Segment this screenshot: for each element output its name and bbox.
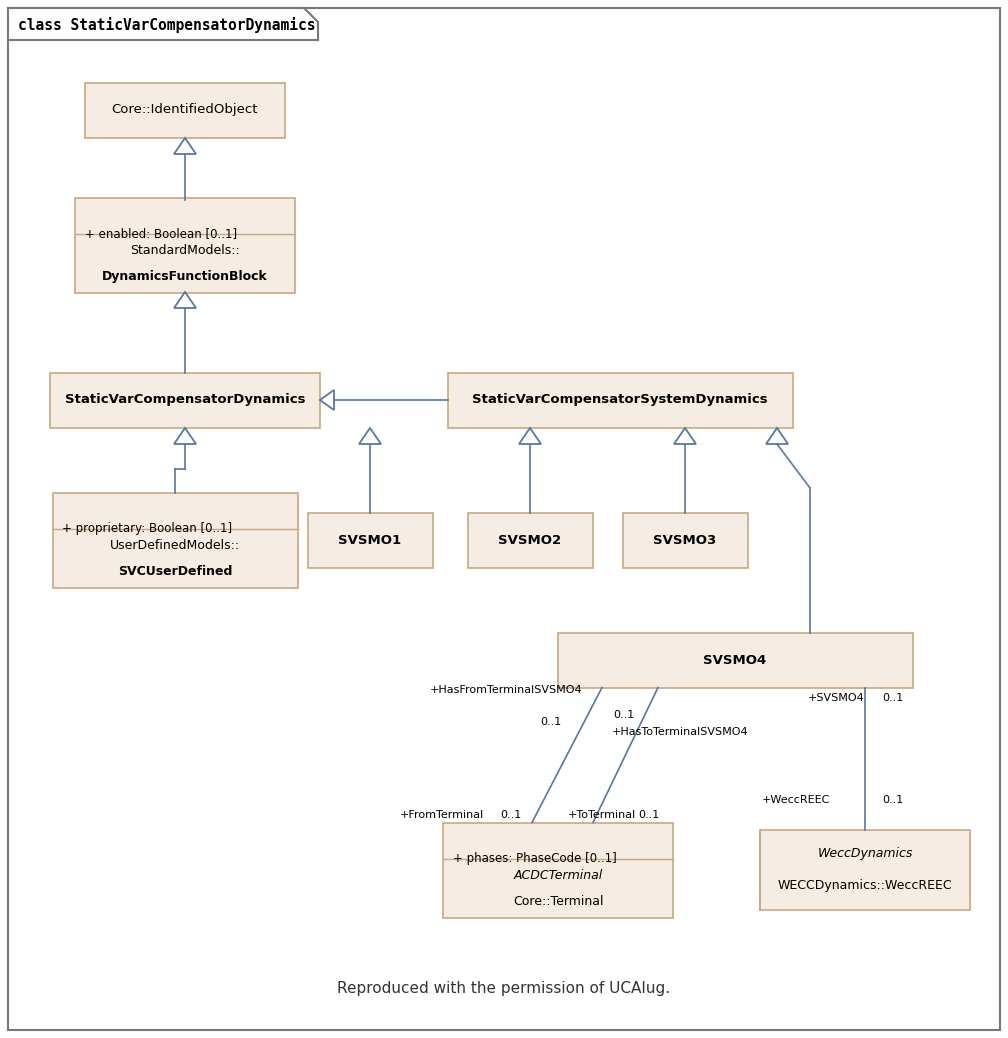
Text: DynamicsFunctionBlock: DynamicsFunctionBlock (102, 270, 268, 282)
Text: +SVSMO4: +SVSMO4 (808, 693, 865, 703)
FancyBboxPatch shape (443, 822, 673, 918)
Text: 0..1: 0..1 (882, 693, 903, 703)
FancyBboxPatch shape (760, 830, 970, 910)
Text: SVSMO4: SVSMO4 (704, 654, 767, 666)
FancyBboxPatch shape (623, 513, 748, 568)
FancyBboxPatch shape (468, 513, 593, 568)
Text: StandardModels::: StandardModels:: (130, 244, 240, 256)
Text: + proprietary: Boolean [0..1]: + proprietary: Boolean [0..1] (62, 522, 233, 536)
Text: + phases: PhaseCode [0..1]: + phases: PhaseCode [0..1] (453, 852, 617, 865)
Text: + enabled: Boolean [0..1]: + enabled: Boolean [0..1] (85, 227, 237, 240)
Text: +HasFromTerminalSVSMO4: +HasFromTerminalSVSMO4 (430, 685, 583, 695)
Text: 0..1: 0..1 (540, 717, 561, 727)
Text: Core::Terminal: Core::Terminal (513, 895, 603, 907)
FancyBboxPatch shape (50, 373, 320, 428)
Text: SVSMO3: SVSMO3 (653, 534, 717, 546)
Text: Core::IdentifiedObject: Core::IdentifiedObject (112, 104, 258, 116)
FancyBboxPatch shape (448, 373, 792, 428)
Text: StaticVarCompensatorDynamics: StaticVarCompensatorDynamics (65, 393, 305, 407)
Text: Reproduced with the permission of UCAIug.: Reproduced with the permission of UCAIug… (338, 981, 670, 995)
FancyBboxPatch shape (8, 8, 1000, 1030)
FancyBboxPatch shape (85, 82, 285, 137)
Text: SVCUserDefined: SVCUserDefined (118, 565, 232, 577)
Text: +ToTerminal: +ToTerminal (568, 810, 636, 820)
FancyBboxPatch shape (557, 632, 912, 687)
Text: WECCDynamics::WeccREEC: WECCDynamics::WeccREEC (778, 879, 953, 893)
Text: 0..1: 0..1 (613, 710, 634, 720)
Text: SVSMO2: SVSMO2 (498, 534, 561, 546)
Text: StaticVarCompensatorSystemDynamics: StaticVarCompensatorSystemDynamics (472, 393, 768, 407)
Text: 0..1: 0..1 (638, 810, 659, 820)
FancyBboxPatch shape (307, 513, 432, 568)
Text: SVSMO1: SVSMO1 (339, 534, 401, 546)
Text: class StaticVarCompensatorDynamics: class StaticVarCompensatorDynamics (18, 17, 316, 33)
FancyBboxPatch shape (75, 197, 295, 293)
Text: +WeccREEC: +WeccREEC (762, 795, 831, 805)
Text: UserDefinedModels::: UserDefinedModels:: (110, 539, 240, 551)
FancyBboxPatch shape (52, 492, 297, 588)
Text: ACDCTerminal: ACDCTerminal (513, 869, 603, 881)
Text: WeccDynamics: WeccDynamics (817, 847, 912, 861)
Text: +FromTerminal: +FromTerminal (400, 810, 484, 820)
Text: +HasToTerminalSVSMO4: +HasToTerminalSVSMO4 (612, 727, 749, 737)
Polygon shape (8, 8, 318, 40)
Text: 0..1: 0..1 (500, 810, 521, 820)
Text: 0..1: 0..1 (882, 795, 903, 805)
